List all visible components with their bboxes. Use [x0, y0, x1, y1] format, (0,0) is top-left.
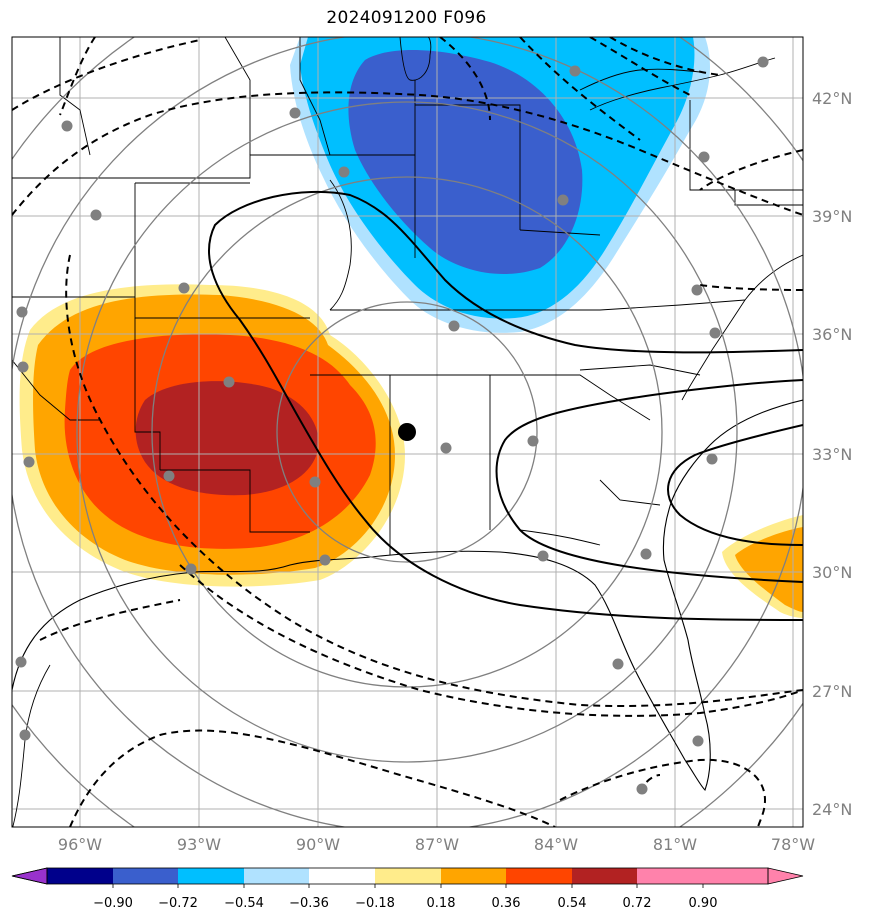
station-marker: [691, 284, 703, 296]
station-marker: [23, 456, 35, 468]
colorbar-min-extend: [11, 867, 48, 885]
colorbar-segment: [244, 868, 309, 884]
negative-contours: [12, 37, 803, 827]
station-marker: [15, 656, 27, 668]
station-marker: [178, 282, 190, 294]
station-marker: [692, 735, 704, 747]
lat-label: 33°N: [812, 445, 852, 464]
colorbar-label: 0.72: [623, 896, 652, 911]
station-marker: [757, 56, 769, 68]
station-marker: [223, 376, 235, 388]
colorbar-segment: [637, 868, 703, 884]
station-marker: [163, 470, 175, 482]
station-marker: [185, 563, 197, 575]
lon-label: 81°W: [653, 835, 697, 854]
longitude-labels: 96°W 93°W 90°W 87°W 84°W 81°W 78°W: [58, 835, 815, 854]
colorbar-ticks: [112, 884, 704, 888]
station-marker: [527, 435, 539, 447]
lon-label: 78°W: [771, 835, 815, 854]
lon-label: 87°W: [415, 835, 459, 854]
lon-label: 96°W: [58, 835, 102, 854]
station-marker: [569, 65, 581, 77]
colorbar: −0.90 −0.72 −0.54 −0.36 −0.18 0.18 0.36 …: [11, 867, 804, 911]
station-marker: [440, 442, 452, 454]
station-marker: [706, 453, 718, 465]
colorbar-label: 0.90: [689, 896, 718, 911]
lat-label: 39°N: [812, 207, 852, 226]
station-marker: [557, 194, 569, 206]
station-marker: [90, 209, 102, 221]
station-marker: [612, 658, 624, 670]
station-marker: [309, 476, 321, 488]
lat-label: 24°N: [812, 800, 852, 819]
lon-label: 84°W: [534, 835, 578, 854]
positive-contours: [208, 190, 803, 621]
colorbar-segment: [375, 868, 441, 884]
station-marker: [61, 120, 73, 132]
station-marker: [640, 548, 652, 560]
colorbar-label: −0.18: [355, 896, 395, 911]
lat-label: 36°N: [812, 325, 852, 344]
lat-label: 42°N: [812, 89, 852, 108]
station-marker: [338, 166, 350, 178]
map-title: 2024091200 F096: [326, 8, 487, 28]
station-marker: [709, 327, 721, 339]
colorbar-segment: [309, 868, 375, 884]
colorbar-label: 0.36: [492, 896, 521, 911]
station-marker: [698, 151, 710, 163]
colorbar-label: −0.72: [158, 896, 198, 911]
station-markers: [15, 56, 769, 795]
station-marker: [537, 550, 549, 562]
lat-label: 27°N: [812, 682, 852, 701]
colorbar-label: −0.90: [93, 896, 133, 911]
station-marker: [289, 107, 301, 119]
positive-anomaly-east: [722, 515, 803, 618]
lon-label: 93°W: [177, 835, 221, 854]
colorbar-segment: [113, 868, 178, 884]
negative-anomaly-north: [290, 37, 710, 333]
colorbar-segment: [441, 868, 506, 884]
latitude-labels: 42°N 39°N 36°N 33°N 30°N 27°N 24°N: [812, 89, 852, 819]
colorbar-label: −0.36: [289, 896, 329, 911]
colorbar-segment: [506, 868, 572, 884]
colorbar-segment: [47, 868, 113, 884]
station-marker: [16, 306, 28, 318]
colorbar-label: −0.54: [224, 896, 264, 911]
colorbar-max-extend: [703, 868, 803, 884]
positive-anomaly-west: [19, 284, 405, 587]
center-marker: [398, 423, 416, 441]
station-marker: [448, 320, 460, 332]
station-marker: [17, 361, 29, 373]
plot-frame: [11, 36, 804, 828]
lat-label: 30°N: [812, 563, 852, 582]
station-marker: [636, 783, 648, 795]
colorbar-segment: [178, 868, 244, 884]
colorbar-label: 0.18: [427, 896, 456, 911]
colorbar-segment: [572, 868, 637, 884]
lon-label: 90°W: [296, 835, 340, 854]
station-marker: [319, 554, 331, 566]
colorbar-label: 0.54: [558, 896, 587, 911]
graticule: [12, 37, 803, 827]
station-marker: [19, 729, 31, 741]
